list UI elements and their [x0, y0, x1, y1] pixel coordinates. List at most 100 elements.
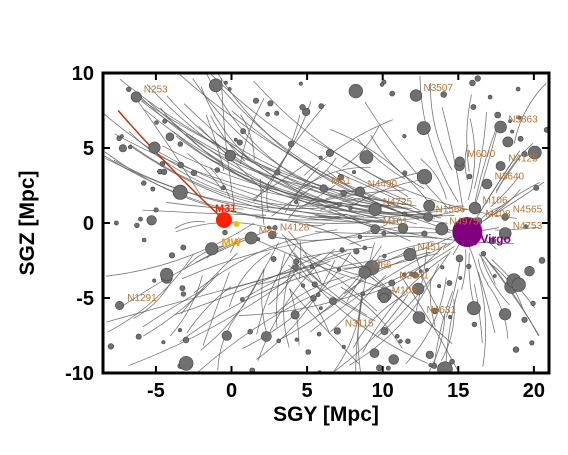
m31-trajectory	[117, 110, 225, 221]
galaxy-point	[501, 213, 509, 221]
x-tick-label: -5	[147, 380, 165, 402]
trajectory-line	[429, 279, 436, 328]
galaxy-point	[454, 156, 465, 167]
mw-label: MW	[222, 237, 242, 249]
trajectory-line	[184, 245, 224, 270]
galaxy-point	[394, 333, 400, 339]
trajectory-line	[274, 276, 345, 315]
trajectory-line	[288, 253, 428, 364]
trajectory-line	[107, 254, 194, 333]
galaxy-point	[165, 132, 175, 142]
galaxy-point	[299, 104, 306, 111]
galaxy-point	[353, 248, 360, 255]
galaxy-point	[382, 253, 387, 259]
galaxy-point	[233, 137, 238, 142]
galaxy-point	[221, 185, 226, 191]
trajectory-line	[288, 264, 376, 322]
galaxy-point	[455, 254, 464, 263]
galaxy-point	[261, 331, 272, 342]
trajectory-line	[105, 222, 255, 277]
trajectory-line	[181, 235, 438, 280]
trajectory-line	[128, 274, 295, 366]
galaxy-point	[224, 149, 236, 162]
galaxy-point	[385, 365, 391, 371]
trajectory-line	[495, 226, 540, 231]
galaxy-point	[205, 242, 219, 256]
galaxy-point	[466, 173, 473, 180]
galaxy-point	[148, 141, 161, 154]
galaxy-label: N4490	[368, 179, 398, 190]
galaxy-point	[379, 292, 390, 304]
galaxy-point	[154, 120, 159, 125]
galaxy-point	[319, 184, 328, 193]
galaxy-point	[179, 285, 186, 291]
trajectory-line	[513, 82, 547, 144]
galaxy-point	[529, 340, 535, 346]
galaxy-point	[351, 170, 356, 175]
trajectory-line	[241, 242, 279, 308]
galaxy-point	[423, 212, 433, 222]
galaxy-point	[107, 343, 114, 350]
trajectory-line	[179, 74, 436, 219]
galaxy-point	[294, 200, 299, 205]
galaxy-point	[337, 174, 344, 181]
galaxy-label: N4725	[383, 197, 413, 208]
galaxy-point	[333, 327, 341, 335]
galaxy-point	[398, 339, 403, 344]
galaxy-point	[309, 264, 314, 269]
trajectory-line	[357, 138, 406, 180]
galaxy-point	[380, 327, 389, 336]
galaxy-point	[138, 216, 143, 222]
trajectory-line	[288, 230, 322, 282]
galaxy-point	[402, 134, 407, 139]
trajectory-line	[174, 220, 206, 229]
galaxy-point	[517, 115, 522, 120]
y-tick-label: -10	[65, 363, 94, 385]
galaxy-point	[527, 145, 542, 160]
trajectory-line	[224, 252, 351, 292]
galaxy-point	[292, 264, 299, 271]
galaxy-point	[247, 329, 253, 335]
galaxy-point	[348, 83, 363, 99]
y-tick-label: 10	[72, 63, 94, 85]
galaxy-point	[305, 349, 312, 355]
y-tick-label: -5	[76, 288, 94, 310]
trajectory-line	[209, 73, 406, 200]
galaxy-point	[402, 170, 408, 176]
galaxy-point	[161, 168, 168, 175]
trajectory-line	[240, 114, 255, 160]
galaxy-point	[236, 139, 243, 146]
galaxy-point	[530, 300, 536, 307]
trajectory-line	[473, 127, 498, 209]
galaxy-label: M105	[392, 286, 417, 297]
galaxy-label: M106	[483, 196, 508, 207]
galaxy-point	[409, 271, 415, 277]
trajectory-line	[480, 254, 510, 306]
galaxy-point	[440, 91, 447, 98]
galaxy-point	[511, 277, 526, 292]
galaxy-point	[318, 306, 323, 311]
galaxy-point	[316, 331, 322, 337]
galaxy-point	[146, 215, 157, 226]
trajectory-line	[343, 251, 430, 295]
trajectory-line	[364, 101, 450, 210]
trajectory-line	[295, 157, 337, 190]
trajectory-line	[169, 275, 203, 337]
galaxy-point	[425, 350, 434, 359]
galaxy-label: N1566	[436, 205, 466, 216]
trajectory-line	[271, 185, 316, 217]
galaxy-point	[161, 340, 166, 345]
galaxy-point	[388, 279, 396, 287]
galaxy-point	[180, 244, 187, 251]
galaxy-label: N4517	[418, 242, 448, 253]
galaxy-point	[354, 186, 365, 197]
m31-marker	[215, 212, 232, 228]
galaxy-point	[222, 229, 228, 236]
galaxy-label: N1291	[127, 293, 157, 304]
galaxy-label: N253	[144, 85, 168, 96]
galaxy-point	[274, 110, 280, 116]
galaxy-point	[508, 119, 512, 124]
trajectory-line	[474, 284, 483, 344]
galaxy-point	[172, 184, 188, 200]
galaxy-point	[418, 269, 423, 274]
